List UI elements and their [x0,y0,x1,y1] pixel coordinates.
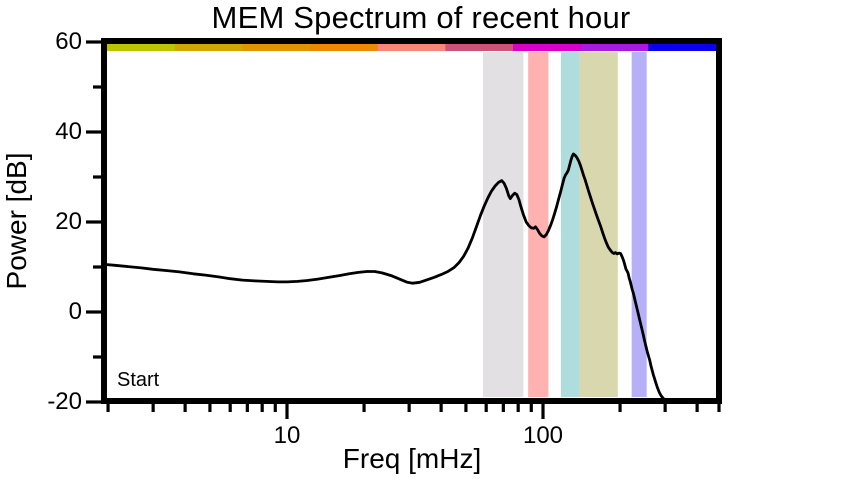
y-tick-label-0: 0 [68,298,82,325]
chart-title: MEM Spectrum of recent hour [211,0,631,35]
top-bar-segment-gold [174,44,243,51]
top-bar-segment-violet [580,44,649,51]
y-tick-label-20: 20 [55,208,82,235]
x-tick-label-10: 10 [273,422,301,449]
top-bar-segment-rose [445,44,514,51]
top-bar-segment-amber [242,44,311,51]
top-bar-segment-chartreuse [107,44,176,51]
y-tick-label-m20: -20 [47,388,82,415]
top-bar-segment-salmon [377,44,446,51]
y-tick-label-60: 60 [55,28,82,55]
top-bar-segment-magenta [513,44,582,51]
x-tick-label-100: 100 [522,422,564,449]
x-axis-label: Freq [mHz] [342,443,482,474]
top-bar-segment-orange [310,44,379,51]
lavender-band [631,52,647,397]
pink-band [528,52,549,397]
plot-border [101,38,722,404]
grey-band [483,52,524,397]
start-annotation: Start [117,369,160,391]
teal-band [560,52,580,397]
top-bar-segment-blue [648,44,717,51]
spectrum-curve [104,152,666,399]
y-tick-label-40: 40 [55,118,82,145]
